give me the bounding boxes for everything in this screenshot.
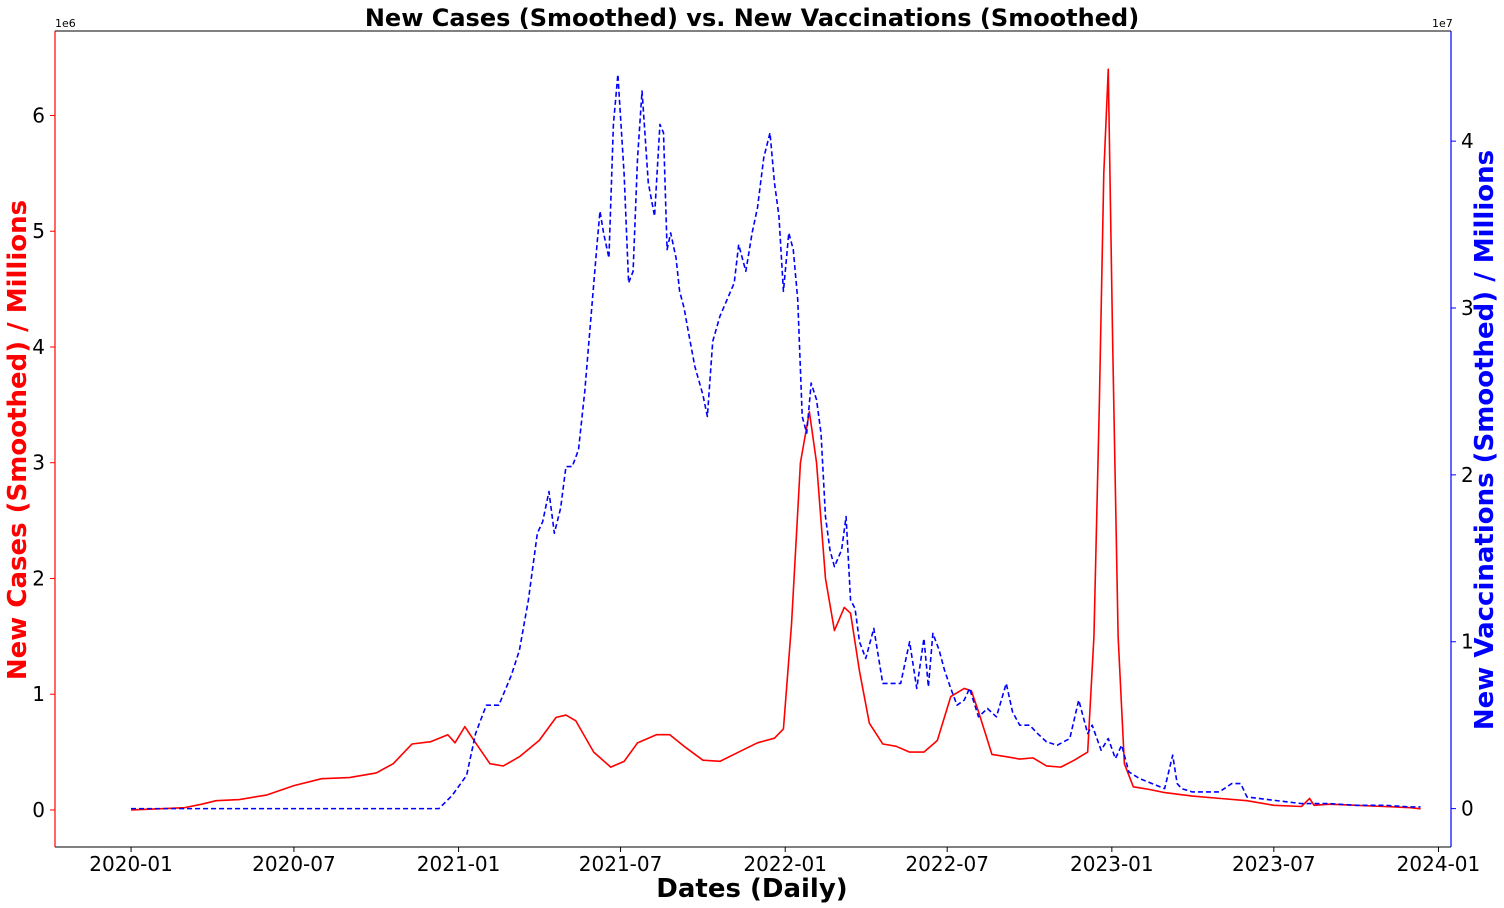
x-tick-label: 2020-07 (252, 852, 336, 876)
x-tick-label: 2020-01 (89, 852, 173, 876)
x-tick-label: 2023-07 (1232, 852, 1316, 876)
series-line-new-cases (131, 68, 1421, 811)
x-axis-ticks: 2020-01 2020-07 2021-01 2021-07 2022-01 2022-… (89, 847, 1480, 876)
left-y-tick-label: 5 (32, 219, 45, 243)
left-y-axis-ticks: 0 1 2 3 4 5 6 (32, 103, 55, 822)
right-y-tick-label: 3 (1461, 296, 1474, 320)
right-y-axis-label: New Vaccinations (Smoothed) / Millions (1470, 150, 1500, 730)
left-y-tick-label: 4 (32, 335, 45, 359)
right-y-tick-label: 4 (1461, 129, 1474, 153)
left-y-tick-label: 2 (32, 566, 45, 590)
left-y-tick-label: 0 (32, 798, 45, 822)
right-axis-offset-label: 1e7 (1432, 17, 1453, 30)
axes-frame (54, 30, 1452, 848)
x-axis-label: Dates (Daily) (656, 874, 847, 904)
x-tick-label: 2022-07 (905, 852, 989, 876)
x-tick-label: 2023-01 (1070, 852, 1154, 876)
x-tick-label: 2021-07 (579, 852, 663, 876)
left-y-tick-label: 3 (32, 451, 45, 475)
series-layer (131, 68, 1421, 811)
right-y-tick-label: 2 (1461, 463, 1474, 487)
series-line-new-vaccinations (131, 73, 1421, 810)
left-y-axis-label: New Cases (Smoothed) / Millions (3, 200, 33, 680)
right-y-tick-label: 0 (1461, 797, 1474, 821)
x-tick-label: 2021-01 (417, 852, 501, 876)
x-tick-label: 2024-01 (1397, 852, 1481, 876)
chart-title: New Cases (Smoothed) vs. New Vaccination… (365, 4, 1139, 32)
left-y-tick-label: 1 (32, 682, 45, 706)
right-y-tick-label: 1 (1461, 630, 1474, 654)
left-y-tick-label: 6 (32, 103, 45, 127)
left-axis-offset-label: 1e6 (55, 17, 76, 30)
x-tick-label: 2022-01 (743, 852, 827, 876)
right-y-axis-ticks: 0 1 2 3 4 (1451, 129, 1474, 821)
